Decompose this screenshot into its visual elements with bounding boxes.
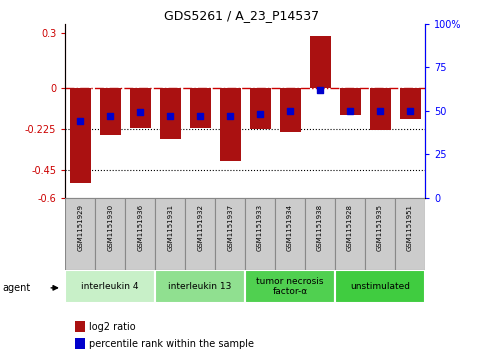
- Bar: [335, 270, 425, 303]
- Text: GSM1151937: GSM1151937: [227, 204, 233, 251]
- Bar: [305, 198, 335, 270]
- Bar: [160, 88, 181, 139]
- Text: GSM1151936: GSM1151936: [137, 204, 143, 251]
- Bar: [155, 270, 245, 303]
- Bar: [215, 198, 245, 270]
- Text: GSM1151932: GSM1151932: [197, 204, 203, 250]
- Bar: [65, 270, 155, 303]
- Point: [316, 87, 324, 93]
- Text: agent: agent: [2, 283, 30, 293]
- Text: GDS5261 / A_23_P14537: GDS5261 / A_23_P14537: [164, 9, 319, 22]
- Bar: [245, 270, 335, 303]
- Bar: [395, 198, 425, 270]
- Text: percentile rank within the sample: percentile rank within the sample: [89, 339, 255, 349]
- Point: [376, 108, 384, 114]
- Point: [76, 118, 84, 124]
- Bar: [155, 198, 185, 270]
- Point: [346, 108, 354, 114]
- Bar: [75, 338, 85, 349]
- Text: GSM1151929: GSM1151929: [77, 204, 83, 250]
- Bar: [250, 88, 270, 129]
- Bar: [125, 198, 155, 270]
- Point: [106, 113, 114, 119]
- Text: GSM1151931: GSM1151931: [167, 204, 173, 251]
- Text: GSM1151934: GSM1151934: [287, 204, 293, 250]
- Text: GSM1151938: GSM1151938: [317, 204, 323, 251]
- Bar: [70, 88, 91, 183]
- Point: [286, 108, 294, 114]
- Bar: [75, 321, 85, 332]
- Text: GSM1151928: GSM1151928: [347, 204, 353, 250]
- Bar: [340, 88, 361, 115]
- Text: GSM1151935: GSM1151935: [377, 204, 383, 250]
- Point: [136, 110, 144, 115]
- Point: [226, 113, 234, 119]
- Point: [196, 113, 204, 119]
- Bar: [95, 198, 125, 270]
- Text: interleukin 4: interleukin 4: [82, 282, 139, 291]
- Bar: [220, 88, 241, 161]
- Point: [166, 113, 174, 119]
- Bar: [335, 198, 365, 270]
- Bar: [65, 198, 95, 270]
- Text: GSM1151933: GSM1151933: [257, 204, 263, 251]
- Bar: [129, 88, 151, 128]
- Bar: [310, 36, 330, 88]
- Bar: [245, 198, 275, 270]
- Bar: [365, 198, 395, 270]
- Text: unstimulated: unstimulated: [350, 282, 410, 291]
- Text: tumor necrosis
factor-α: tumor necrosis factor-α: [256, 277, 324, 297]
- Bar: [190, 88, 211, 128]
- Bar: [275, 198, 305, 270]
- Bar: [185, 198, 215, 270]
- Bar: [369, 88, 391, 130]
- Point: [406, 108, 414, 114]
- Text: GSM1151951: GSM1151951: [407, 204, 413, 250]
- Text: log2 ratio: log2 ratio: [89, 322, 136, 332]
- Bar: [280, 88, 300, 132]
- Point: [256, 111, 264, 117]
- Text: GSM1151930: GSM1151930: [107, 204, 113, 251]
- Text: interleukin 13: interleukin 13: [169, 282, 232, 291]
- Bar: [99, 88, 121, 135]
- Bar: [399, 88, 421, 119]
